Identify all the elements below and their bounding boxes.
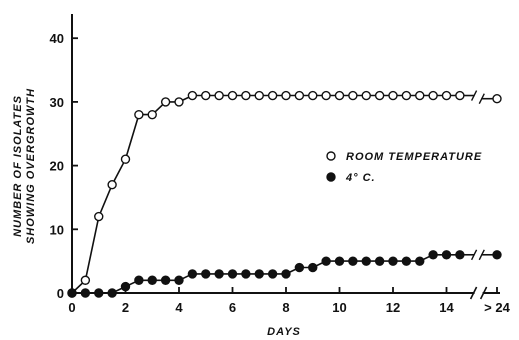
data-point xyxy=(294,262,305,273)
data-point-after-break xyxy=(492,94,502,104)
data-point xyxy=(267,269,278,279)
data-point xyxy=(415,256,425,266)
data-point xyxy=(428,250,438,260)
x-tick-label: 0 xyxy=(68,300,75,315)
x-axis-label: DAYS xyxy=(267,326,301,338)
x-tick-label: 10 xyxy=(332,300,346,315)
series-line-1 xyxy=(72,254,460,294)
data-point xyxy=(308,262,318,273)
series-break-mark xyxy=(470,90,478,101)
data-point xyxy=(455,90,465,101)
data-point xyxy=(241,269,251,279)
y-tick-label: 0 xyxy=(57,286,64,301)
data-point xyxy=(388,90,398,101)
data-point xyxy=(321,256,331,266)
data-point xyxy=(388,256,398,266)
data-point xyxy=(441,250,452,260)
x-axis-break-mark xyxy=(479,286,488,300)
data-point xyxy=(441,90,452,101)
data-point xyxy=(401,90,412,101)
tick-labels: 0 10 20 30 40 0 2 4 6 8 10 12 14 > 24 xyxy=(50,31,511,315)
legend-marker-4c xyxy=(326,172,336,182)
y-axis-label-line2: SHOWING OVERGROWTH xyxy=(25,88,37,244)
data-point xyxy=(374,256,385,266)
data-point xyxy=(94,211,104,222)
data-point xyxy=(134,109,144,120)
data-point xyxy=(281,269,291,279)
data-point xyxy=(174,275,184,285)
y-tick-label: 20 xyxy=(50,159,64,174)
x-tick-label: 6 xyxy=(229,300,236,315)
data-point xyxy=(147,109,157,120)
data-point xyxy=(201,90,211,101)
x-tick-label: 8 xyxy=(282,300,289,315)
data-point xyxy=(374,90,385,101)
legend-marker-room-temperature xyxy=(326,151,336,161)
data-point xyxy=(254,90,264,101)
data-point xyxy=(348,90,358,101)
data-point xyxy=(201,269,211,279)
data-point xyxy=(120,281,131,292)
data-point xyxy=(455,250,465,260)
data-point xyxy=(80,275,91,285)
data-point xyxy=(321,90,331,101)
x-tick-label: 2 xyxy=(122,300,129,315)
data-point xyxy=(428,90,438,101)
data-point xyxy=(308,90,318,101)
data-point xyxy=(174,97,184,107)
data-point xyxy=(214,269,224,279)
data-point xyxy=(147,275,157,285)
y-axis-label-line1: NUMBER OF ISOLATES xyxy=(12,95,24,237)
x-tick-label: 4 xyxy=(175,300,183,315)
data-point xyxy=(361,90,371,101)
data-point xyxy=(401,256,412,266)
data-point xyxy=(267,90,278,101)
data-point xyxy=(281,90,291,101)
data-point xyxy=(94,288,104,298)
data-point xyxy=(415,90,425,101)
data-point xyxy=(294,90,305,101)
data-point xyxy=(348,256,358,266)
data-point xyxy=(107,288,117,298)
legend: ROOM TEMPERATURE 4° C. xyxy=(326,151,482,184)
x-tick-label-break: > 24 xyxy=(484,300,510,315)
data-point xyxy=(160,97,171,107)
data-point xyxy=(227,90,238,101)
y-tick-label: 10 xyxy=(50,222,64,237)
data-point xyxy=(67,288,77,298)
data-point xyxy=(227,269,238,279)
data-point xyxy=(107,180,117,190)
data-point-after-break xyxy=(492,250,502,260)
legend-label-4c: 4° C. xyxy=(345,172,376,184)
data-point xyxy=(361,256,371,266)
legend-label-room-temperature: ROOM TEMPERATURE xyxy=(346,151,482,163)
y-tick-label: 30 xyxy=(50,95,64,110)
data-point xyxy=(134,275,144,285)
data-point xyxy=(214,90,224,101)
series-break-mark xyxy=(470,249,478,261)
x-tick-label: 12 xyxy=(386,300,400,315)
data-point xyxy=(160,275,171,285)
data-point xyxy=(334,90,345,101)
y-tick-label: 40 xyxy=(50,31,64,46)
data-point xyxy=(187,269,198,279)
data-point xyxy=(334,256,345,266)
series-layer xyxy=(67,90,502,298)
data-point xyxy=(120,154,131,164)
data-point xyxy=(254,269,264,279)
x-axis-break-mark xyxy=(469,286,478,300)
data-point xyxy=(187,90,198,101)
series-line-0 xyxy=(71,94,460,294)
x-tick-label: 14 xyxy=(439,300,454,315)
data-point xyxy=(80,288,91,298)
data-point xyxy=(241,90,251,101)
